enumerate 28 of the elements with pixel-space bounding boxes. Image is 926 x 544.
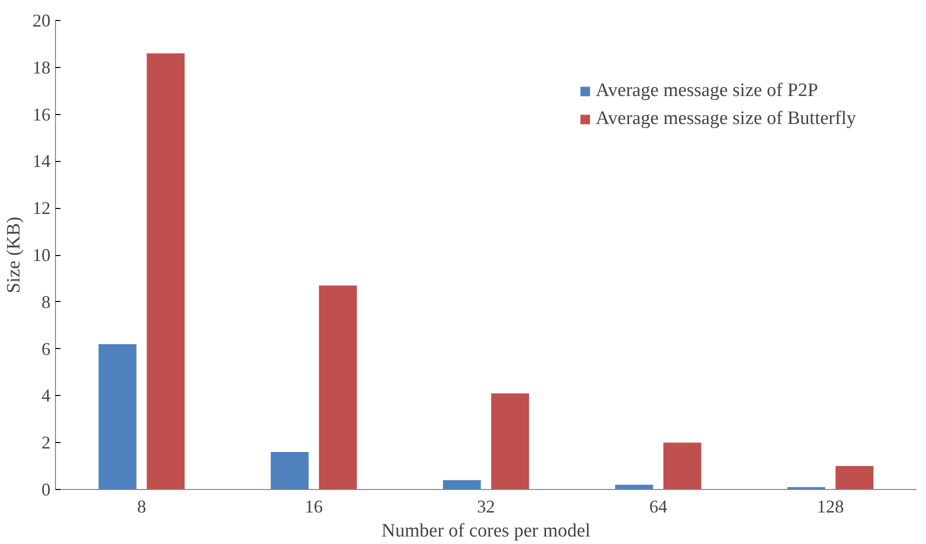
- bar: [491, 393, 530, 490]
- y-tick-label: 10: [32, 245, 50, 265]
- bar: [442, 480, 481, 490]
- bar: [318, 285, 357, 490]
- x-tick-label: 16: [304, 496, 323, 516]
- legend-label: Average message size of Butterfly: [596, 108, 856, 130]
- bar: [663, 442, 702, 490]
- x-axis-title: Number of cores per model: [382, 520, 590, 542]
- x-tick-label: 64: [649, 496, 668, 516]
- y-tick-label: 0: [42, 480, 50, 500]
- y-tick-label: 8: [42, 292, 50, 312]
- y-tick-label: 18: [32, 57, 50, 78]
- x-tick-label: 32: [477, 496, 495, 516]
- legend-label: Average message size of P2P: [596, 80, 818, 102]
- y-tick-label: 16: [32, 104, 50, 124]
- bar: [98, 344, 136, 490]
- y-axis-title: Size (KB): [4, 216, 24, 294]
- bar: [146, 53, 185, 490]
- bar: [836, 466, 874, 490]
- y-tick-label: 14: [32, 151, 50, 172]
- x-tick-label: 8: [137, 496, 146, 516]
- y-tick-label: 4: [42, 386, 50, 406]
- y-tick-label: 20: [32, 10, 50, 30]
- bar: [270, 452, 309, 490]
- y-tick-label: 2: [42, 432, 50, 453]
- y-tick-label: 12: [32, 198, 50, 218]
- y-tick-label: 6: [42, 338, 50, 359]
- x-tick-label: 128: [816, 496, 844, 516]
